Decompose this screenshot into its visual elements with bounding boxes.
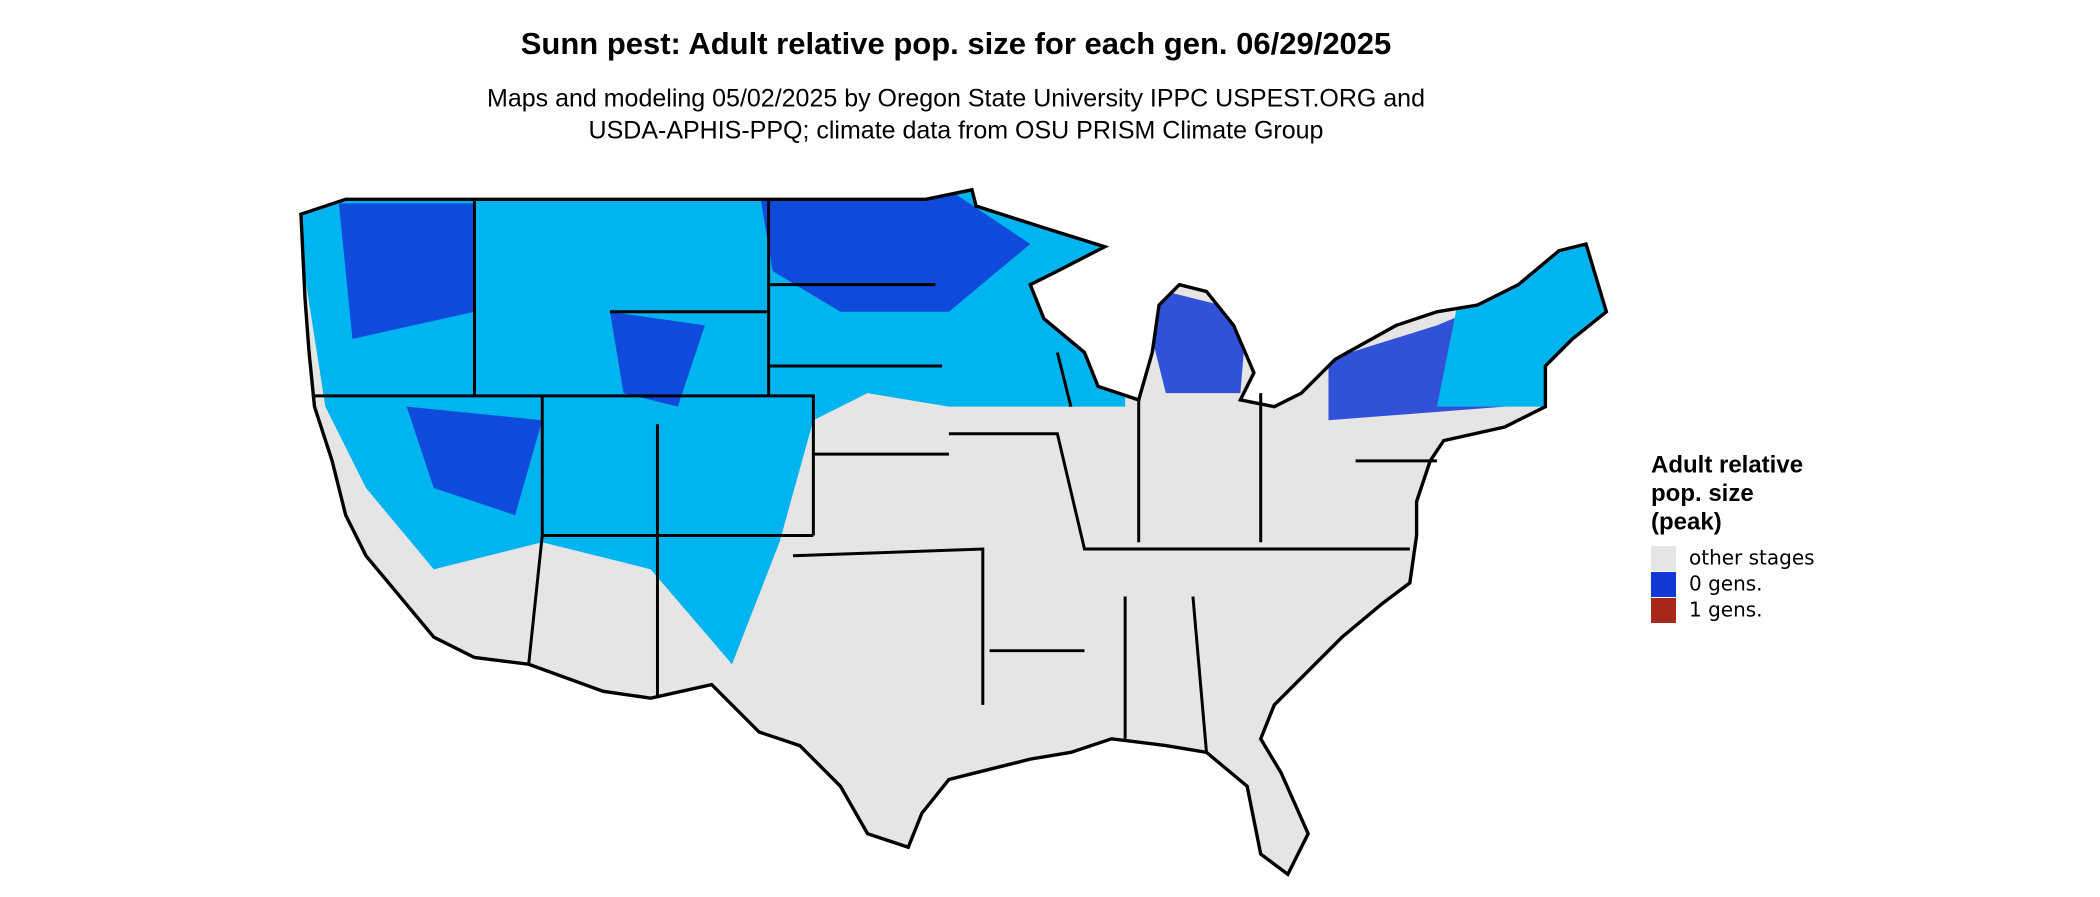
legend-swatch (1651, 572, 1676, 597)
map (299, 188, 1609, 877)
title: Sunn pest: Adult relative pop. size for … (521, 26, 1392, 61)
subtitle: Maps and modeling 05/02/2025 by Oregon S… (487, 85, 1425, 113)
legend-title: pop. size (1651, 480, 1754, 507)
model-area (300, 189, 1607, 665)
legend-swatch (1651, 546, 1676, 571)
state-lines (311, 199, 1437, 753)
legend-label: 1 gens. (1689, 598, 1763, 622)
legend-title: (peak) (1651, 508, 1722, 535)
legend-label: other stages (1689, 546, 1815, 570)
legend-label: 0 gens. (1689, 572, 1763, 596)
legend-title: Adult relative (1651, 451, 1803, 478)
subtitle: USDA-APHIS-PPQ; climate data from OSU PR… (589, 117, 1324, 145)
legend-swatch (1651, 598, 1676, 623)
